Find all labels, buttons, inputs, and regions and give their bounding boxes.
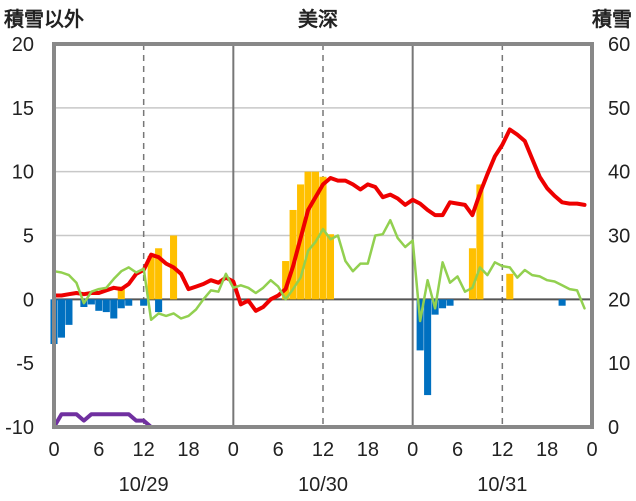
x-tick-label: 6 [273, 439, 284, 461]
bar [140, 299, 148, 306]
bar [155, 248, 163, 300]
bar [147, 255, 155, 300]
bar [446, 299, 454, 306]
right-y-tick-label: 10 [608, 353, 630, 375]
right-y-tick-label: 20 [608, 289, 630, 311]
x-tick-label: 18 [357, 439, 379, 461]
bar [468, 248, 476, 300]
bar [424, 299, 432, 396]
series-line [52, 218, 586, 323]
left-y-tick-label: 5 [23, 226, 34, 248]
series-line [52, 127, 587, 313]
bar [117, 286, 125, 300]
x-tick-label: 6 [93, 439, 104, 461]
bar [289, 209, 297, 300]
x-tick-label: 18 [536, 439, 558, 461]
bar [311, 171, 320, 300]
left-y-tick-label: 0 [23, 289, 34, 311]
x-tick-label: 0 [228, 439, 239, 461]
right-y-tick-label: 30 [608, 226, 630, 248]
bar [102, 299, 110, 313]
bar [125, 299, 133, 306]
right-y-tick-label: 60 [608, 34, 630, 56]
left-y-tick-label: -5 [16, 353, 34, 375]
plot-area-frame [52, 42, 594, 429]
bar [558, 299, 566, 306]
bar [95, 299, 103, 311]
right-y-tick-label: 0 [608, 417, 619, 439]
bar [506, 273, 514, 300]
left-y-tick-label: 10 [12, 162, 34, 184]
left-axis-title: 積雪以外 [4, 7, 84, 31]
grid-lines [54, 44, 592, 427]
bar [110, 299, 118, 319]
right-axis-title: 積雪 [592, 8, 632, 31]
bar [87, 299, 95, 305]
bar [57, 299, 66, 338]
right-y-tick-label: 40 [608, 162, 630, 184]
chart-title: 美深 [298, 7, 338, 31]
series-lines [52, 127, 587, 429]
bar [476, 184, 484, 300]
x-tick-label: 18 [177, 439, 199, 461]
x-tick-label: 0 [586, 439, 597, 461]
x-tick-label: 12 [312, 439, 334, 461]
date-label: 10/29 [119, 474, 169, 496]
bar [65, 299, 73, 325]
x-tick-label: 0 [407, 439, 418, 461]
bar [155, 299, 163, 313]
left-y-tick-label: -10 [5, 417, 34, 439]
x-tick-label: 0 [48, 439, 59, 461]
left-y-tick-label: 20 [12, 34, 34, 56]
bar [319, 176, 327, 300]
bar [117, 299, 125, 309]
bar [416, 299, 424, 351]
bar [282, 261, 290, 300]
bar [304, 171, 312, 300]
date-label: 10/30 [298, 474, 348, 496]
x-tick-label: 12 [133, 439, 155, 461]
left-y-tick-label: 15 [12, 98, 34, 120]
bar [326, 234, 335, 300]
right-y-tick-label: 50 [608, 98, 630, 120]
date-label: 10/31 [477, 474, 527, 496]
bar [439, 299, 447, 309]
x-tick-label: 12 [491, 439, 513, 461]
x-tick-label: 6 [452, 439, 463, 461]
